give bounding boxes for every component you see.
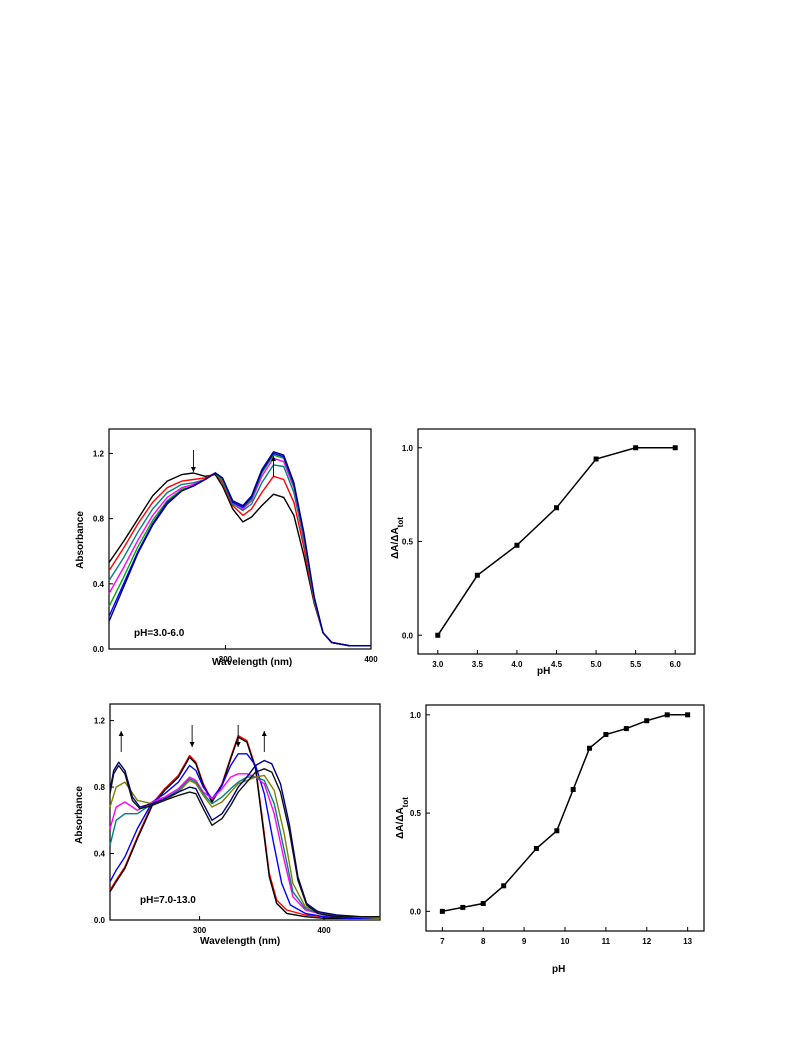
y-axis-label: Absorbance <box>74 786 85 844</box>
data-point-13 <box>685 712 691 718</box>
y-tick-label: 0.5 <box>402 538 414 547</box>
data-point-2 <box>474 572 480 578</box>
arrow-up-4 <box>261 731 267 752</box>
x-tick-label: 400 <box>364 655 378 664</box>
x-tick-label: 300 <box>193 926 207 935</box>
x-tick-label: 3.0 <box>432 660 444 669</box>
data-point-6 <box>633 445 639 451</box>
titration-series <box>439 712 691 914</box>
axis-ticks: 3.0 3.5 4.0 4.5 5.0 5.5 6.0 0.0 0.5 1.0 <box>402 444 681 669</box>
arrow-down-3 <box>235 725 241 747</box>
titration-series <box>435 445 678 638</box>
x-tick-label: 9 <box>522 937 527 946</box>
y-tick-label: 0.8 <box>94 783 106 792</box>
data-point-1 <box>435 632 441 638</box>
x-tick-label: 7 <box>440 937 445 946</box>
data-point-1 <box>439 908 445 914</box>
x-axis-label: pH <box>537 666 550 677</box>
spectrum-line-7 <box>109 759 380 918</box>
x-axis-label: Wavelength (nm) <box>212 657 292 668</box>
spectra-series <box>108 451 371 647</box>
data-point-11 <box>644 718 650 724</box>
arrow-up-2 <box>270 456 276 477</box>
y-tick-label: 0.5 <box>410 809 422 818</box>
data-point-6 <box>554 828 560 834</box>
y-tick-label: 1.0 <box>410 711 422 720</box>
x-axis-label: Wavelength (nm) <box>200 936 280 947</box>
y-tick-label: 0.0 <box>410 907 422 916</box>
y-tick-label: 0.4 <box>93 580 105 589</box>
x-tick-label: 13 <box>683 937 692 946</box>
y-tick-label: 0.0 <box>94 916 106 925</box>
data-point-5 <box>593 456 599 462</box>
x-tick-label: 3.5 <box>472 660 484 669</box>
change-arrows <box>190 450 276 477</box>
y-tick-label: 0.4 <box>94 850 106 859</box>
y-tick-label: 0.0 <box>402 631 414 640</box>
panel-annotation: pH=3.0-6.0 <box>134 628 185 639</box>
data-point-7 <box>672 445 678 451</box>
data-point-3 <box>480 900 486 906</box>
data-point-4 <box>554 505 559 511</box>
arrow-up-1 <box>118 731 124 752</box>
data-point-7 <box>570 787 576 793</box>
y-tick-label: 1.0 <box>402 444 414 453</box>
plot-frame <box>108 428 372 650</box>
spectra-series <box>109 734 381 919</box>
axis-ticks: 300 400 0.0 0.4 0.8 1.2 <box>93 449 378 664</box>
x-tick-label: 12 <box>642 937 651 946</box>
panel-titration-basic: pH ΔA/ΔAtot 7 8 9 10 11 12 13 0.0 0.5 1.0 <box>395 704 705 975</box>
panel-spectra-basic: pH=7.0-13.0 Wavelength (nm) Absorbance 3… <box>74 703 381 947</box>
panel-spectra-acidic: pH=3.0-6.0 Wavelength (nm) Absorbance 30… <box>75 428 378 668</box>
x-tick-label: 4.5 <box>551 660 563 669</box>
arrow-down-1 <box>190 450 196 472</box>
x-tick-label: 8 <box>481 937 486 946</box>
data-point-2 <box>460 904 466 910</box>
y-tick-label: 0.8 <box>93 515 105 524</box>
plot-frame <box>109 703 381 921</box>
x-axis-label: pH <box>552 964 565 975</box>
spectrum-line-7 <box>108 451 371 647</box>
x-tick-label: 300 <box>219 655 233 664</box>
panel-titration-acidic: pH ΔA/ΔAtot 3.0 3.5 4.0 4.5 5.0 5.5 6.0 0.0 0.5 1… <box>390 428 696 677</box>
data-point-10 <box>623 726 629 732</box>
spectrum-line-6 <box>109 774 381 919</box>
data-point-5 <box>533 845 539 851</box>
y-tick-label: 1.2 <box>93 449 105 458</box>
x-tick-label: 10 <box>561 937 570 946</box>
data-point-3 <box>514 542 520 548</box>
spectrum-line-2 <box>109 736 380 919</box>
arrow-down-2 <box>189 725 195 747</box>
y-tick-label: 1.2 <box>94 717 106 726</box>
data-point-12 <box>664 712 670 718</box>
y-axis-label: ΔA/ΔAtot <box>395 797 410 839</box>
x-tick-label: 4.0 <box>511 660 523 669</box>
x-tick-label: 5.0 <box>591 660 603 669</box>
data-point-4 <box>501 883 507 889</box>
x-tick-label: 5.5 <box>630 660 642 669</box>
data-point-9 <box>603 731 609 737</box>
panel-annotation: pH=7.0-13.0 <box>140 895 196 906</box>
y-tick-label: 0.0 <box>93 645 105 654</box>
y-axis-label: ΔA/ΔAtot <box>390 517 405 559</box>
x-tick-label: 11 <box>602 937 611 946</box>
change-arrows <box>118 725 267 752</box>
x-tick-label: 6.0 <box>670 660 682 669</box>
axis-ticks: 7 8 9 10 11 12 13 0.0 0.5 1.0 <box>410 711 693 946</box>
y-axis-label: Absorbance <box>75 511 86 569</box>
spectrum-line-8 <box>109 764 380 918</box>
x-tick-label: 400 <box>317 926 331 935</box>
data-point-8 <box>587 745 593 751</box>
